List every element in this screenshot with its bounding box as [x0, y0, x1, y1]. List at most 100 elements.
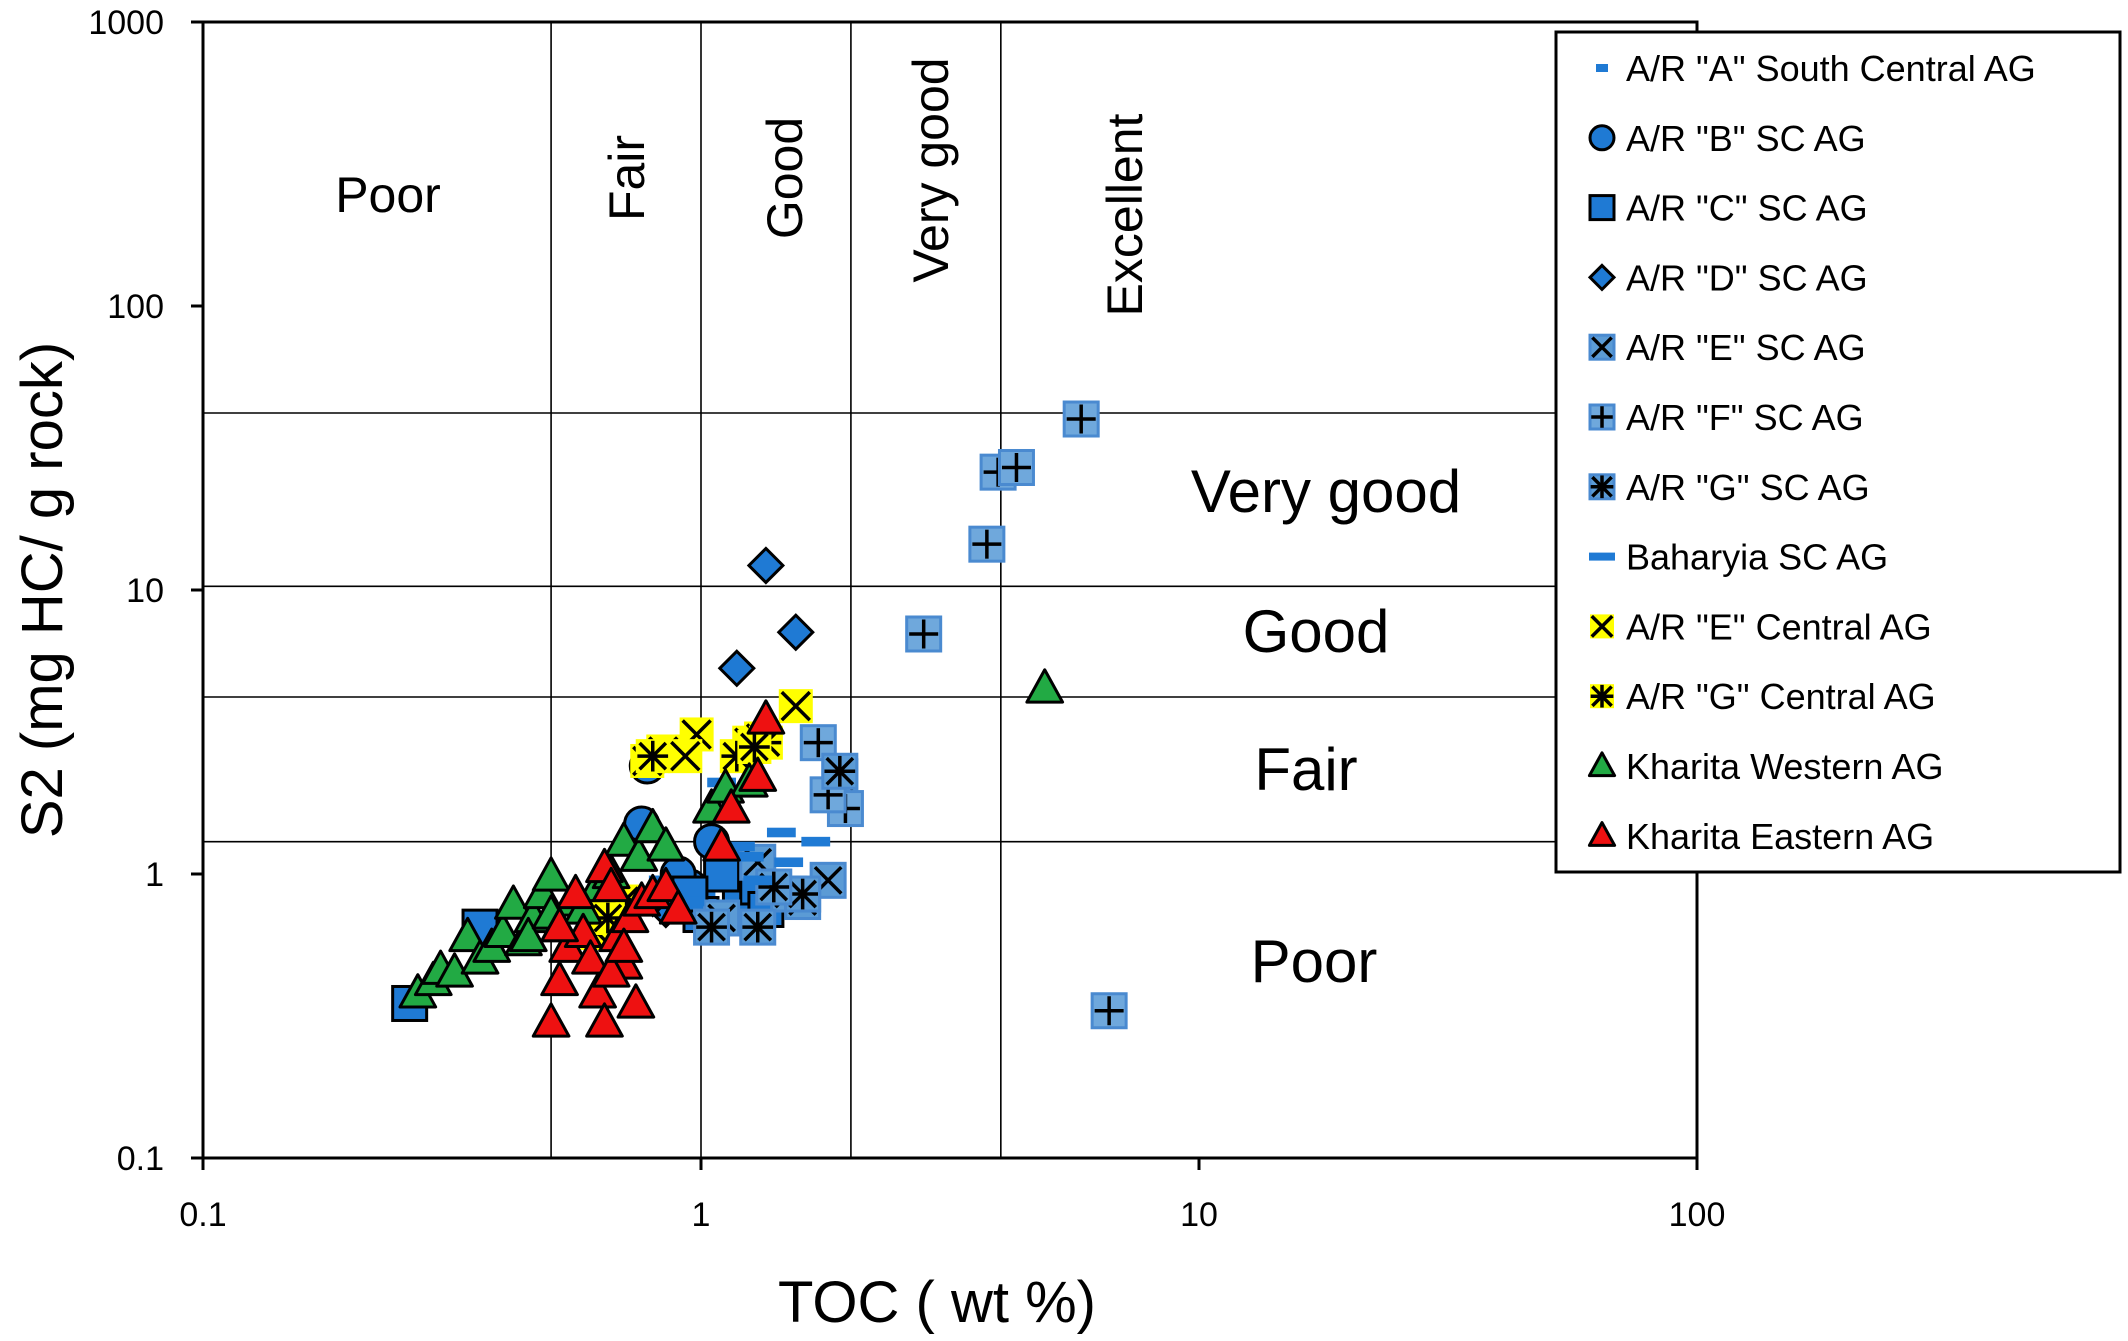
legend-marker: [1596, 64, 1608, 72]
data-point: [734, 851, 764, 862]
data-point: [766, 827, 796, 838]
y-tick-label-3: 100: [107, 288, 164, 326]
legend-item: A/R "E" Central AG: [1590, 606, 1932, 647]
legend-item: Kharita Eastern AG: [1587, 816, 1934, 857]
data-points-layer: [391, 400, 1128, 1038]
legend-item: Baharyia SC AG: [1589, 537, 1888, 578]
zone-label-layer: Poor Fair Good Very good Excellent Poor Fair Go…: [335, 57, 1461, 995]
data-point: [616, 983, 656, 1019]
legend-label: A/R "G" SC AG: [1626, 467, 1870, 508]
legend-marker: [1587, 821, 1617, 847]
legend-frame: [1554, 30, 2122, 874]
legend-label: A/R "C" SC AG: [1626, 188, 1868, 229]
series-11: [531, 699, 786, 1038]
x-axis-title: TOC ( wt %): [778, 1270, 1096, 1335]
s2-zone-label-1: Fair: [1254, 736, 1357, 803]
toc-zone-label-0: Poor: [335, 167, 441, 223]
data-point: [646, 826, 686, 862]
data-point: [483, 912, 523, 949]
data-point: [717, 649, 756, 688]
data-point: [1062, 400, 1100, 438]
data-point: [675, 896, 705, 907]
data-point: [540, 906, 579, 943]
data-point: [635, 739, 670, 774]
legend-label: A/R "E" Central AG: [1626, 606, 1932, 647]
axis-tick-layer: 0.1 1 10 100 0.1 1 10 100 1000: [88, 4, 1725, 1234]
data-point: [905, 615, 943, 653]
legend-item: A/R "F" SC AG: [1588, 397, 1864, 438]
data-point: [968, 525, 1006, 563]
legend-item: Kharita Western AG: [1587, 746, 1943, 787]
data-point: [746, 546, 786, 585]
data-point: [755, 868, 793, 906]
legend-marker: [1588, 333, 1616, 361]
s2-zone-label-3: Very good: [1191, 458, 1461, 525]
data-point: [778, 689, 813, 724]
legend-item: A/R "D" SC AG: [1587, 257, 1868, 298]
y-axis-title: S2 (mg HC/ g rock): [10, 342, 75, 838]
legend-label: A/R "B" SC AG: [1626, 118, 1866, 159]
legend-item: A/R "C" SC AG: [1588, 188, 1868, 229]
data-point: [737, 730, 772, 765]
legend-item: A/R "A" South Central AG: [1596, 48, 2036, 89]
y-tick-label-0: 0.1: [117, 1140, 164, 1178]
data-point: [531, 1002, 571, 1038]
s2-zone-label-0: Poor: [1251, 928, 1378, 995]
series-10: [398, 668, 1065, 1009]
legend-label: A/R "E" SC AG: [1626, 327, 1866, 368]
data-point: [776, 613, 815, 652]
data-point: [494, 884, 533, 920]
data-point: [591, 952, 631, 988]
legend-label: Kharita Western AG: [1626, 746, 1943, 787]
data-point: [738, 756, 778, 792]
legend-marker: [1587, 263, 1617, 292]
legend: A/R "A" South Central AG A/R "B" SC AG A/R…: [1554, 30, 2122, 874]
series-6: [693, 752, 859, 946]
x-tick-label-2: 10: [1180, 1196, 1218, 1234]
legend-item: A/R "G" Central AG: [1590, 676, 1936, 717]
data-point: [726, 841, 755, 852]
data-point: [702, 826, 741, 862]
toc-zone-label-2: Good: [757, 117, 813, 239]
legend-marker: [1588, 403, 1616, 431]
legend-item: A/R "B" SC AG: [1588, 118, 1866, 159]
toc-zone-label-4: Excellent: [1097, 113, 1153, 316]
y-tick-label-1: 1: [145, 856, 164, 894]
data-point: [604, 927, 644, 963]
data-point: [646, 866, 686, 903]
x-tick-label-3: 100: [1669, 1196, 1726, 1234]
data-point: [531, 856, 571, 892]
data-point: [1025, 668, 1065, 704]
legend-marker: [1588, 473, 1616, 501]
legend-label: A/R "G" Central AG: [1626, 676, 1936, 717]
legend-item: A/R "G" SC AG: [1588, 467, 1870, 508]
legend-label: Baharyia SC AG: [1626, 537, 1888, 578]
data-point: [739, 908, 777, 946]
data-point: [619, 836, 659, 872]
legend-label: Kharita Eastern AG: [1626, 816, 1934, 857]
series-5: [799, 400, 1128, 1030]
x-tick-label-0: 0.1: [179, 1196, 226, 1234]
data-point: [746, 699, 786, 735]
data-point: [448, 916, 488, 953]
data-point: [571, 939, 610, 975]
data-point: [508, 916, 548, 953]
zone-divider-layer: [203, 22, 1568, 1158]
toc-zone-label-3: Very good: [903, 57, 959, 282]
data-point: [658, 889, 698, 925]
data-point: [668, 739, 703, 774]
data-point: [774, 857, 804, 868]
legend-label: A/R "D" SC AG: [1626, 257, 1868, 298]
data-point: [821, 752, 859, 790]
legend-marker: [1589, 552, 1615, 561]
data-point: [997, 448, 1035, 486]
data-point: [591, 866, 631, 903]
data-point: [693, 908, 731, 946]
legend-marker: [1588, 194, 1616, 222]
toc-zone-label-1: Fair: [599, 135, 655, 221]
x-tick-label-1: 1: [692, 1196, 711, 1234]
legend-label: A/R "F" SC AG: [1626, 397, 1864, 438]
y-tick-label-4: 1000: [88, 4, 164, 42]
